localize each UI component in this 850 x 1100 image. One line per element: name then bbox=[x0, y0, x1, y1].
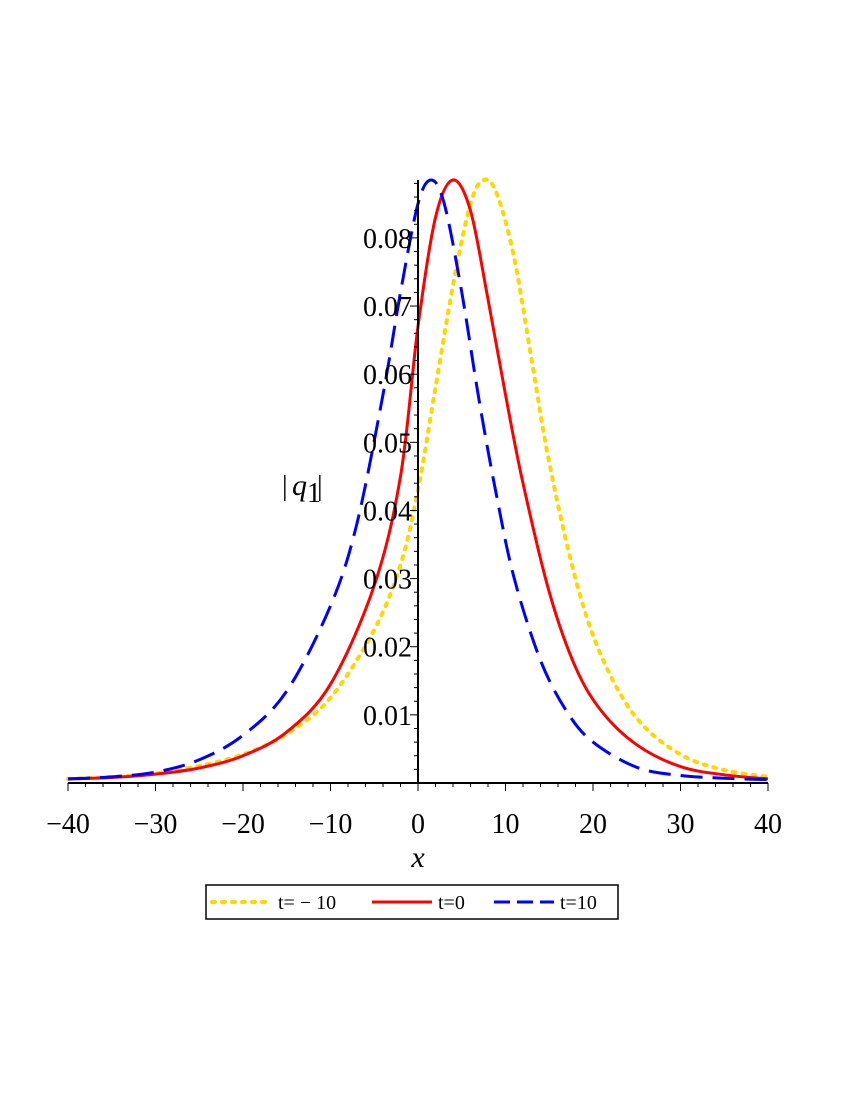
plot-curves bbox=[66, 177, 770, 782]
legend-items: t= − 10 t=0 t=10 bbox=[210, 892, 597, 914]
x-tick-label: 40 bbox=[754, 809, 782, 840]
x-tick-label: 0 bbox=[411, 809, 425, 840]
y-ticks: 0.01 0.02 0.03 0.04 0.05 0.06 0.07 0.08 bbox=[363, 182, 418, 770]
y-tick-label: 0.02 bbox=[363, 633, 412, 664]
y-label-bar-left: | bbox=[282, 471, 288, 502]
x-tick-label: −30 bbox=[134, 809, 178, 840]
x-tick-label: −20 bbox=[221, 809, 265, 840]
y-axis-label: | q 1 | bbox=[282, 469, 323, 509]
y-tick-label: 0.03 bbox=[363, 565, 412, 596]
series-line-1 bbox=[67, 178, 769, 781]
x-tick-label: −10 bbox=[309, 809, 353, 840]
x-tick-label: −40 bbox=[46, 809, 90, 840]
y-tick-label: 0.08 bbox=[363, 224, 412, 255]
legend: t= − 10 t=0 t=10 bbox=[205, 884, 619, 920]
legend-label: t=10 bbox=[560, 892, 597, 914]
x-axis-label: x bbox=[410, 841, 425, 874]
series-line-0 bbox=[66, 177, 770, 781]
x-tick-label: 10 bbox=[492, 809, 520, 840]
legend-label: t= − 10 bbox=[278, 892, 336, 914]
y-tick-label: 0.01 bbox=[363, 701, 412, 732]
y-label-sub: 1 bbox=[307, 478, 321, 509]
x-ticks: −40 −30 −20 −10 0 10 20 30 40 bbox=[46, 783, 782, 840]
y-tick-label: 0.06 bbox=[363, 360, 412, 391]
series-line-2 bbox=[67, 178, 769, 782]
y-tick-label: 0.04 bbox=[363, 496, 412, 527]
y-tick-label: 0.05 bbox=[363, 428, 412, 459]
legend-label: t=0 bbox=[438, 892, 465, 914]
y-label-bar-right: | bbox=[317, 471, 323, 502]
x-tick-label: 20 bbox=[579, 809, 607, 840]
y-tick-label: 0.07 bbox=[363, 292, 412, 323]
y-label-var: q bbox=[292, 469, 307, 502]
x-tick-label: 30 bbox=[667, 809, 695, 840]
